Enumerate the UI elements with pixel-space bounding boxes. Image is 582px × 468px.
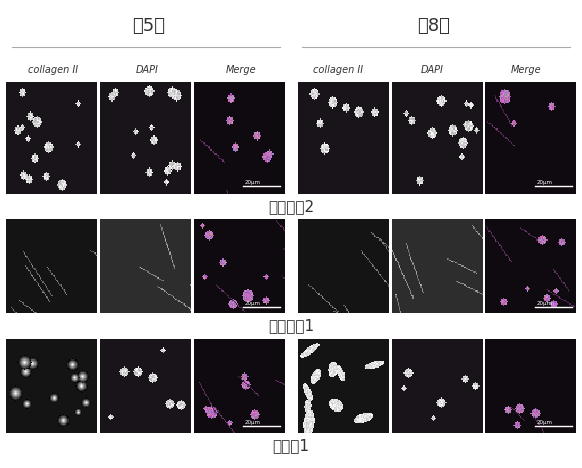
Text: DAPI: DAPI: [420, 65, 443, 74]
Text: 20μm: 20μm: [244, 180, 261, 185]
Text: 第8天: 第8天: [417, 17, 450, 35]
Text: Merge: Merge: [225, 65, 256, 74]
Text: collagen II: collagen II: [313, 65, 363, 74]
Text: 第5天: 第5天: [132, 17, 165, 35]
Text: 对比实例2: 对比实例2: [268, 199, 314, 214]
Text: 20μm: 20μm: [244, 301, 261, 306]
Text: 20μm: 20μm: [537, 420, 552, 425]
Text: DAPI: DAPI: [135, 65, 158, 74]
Text: 对比实例1: 对比实例1: [268, 319, 314, 334]
Text: Merge: Merge: [510, 65, 541, 74]
Text: 20μm: 20μm: [537, 180, 552, 185]
Text: 20μm: 20μm: [537, 301, 552, 306]
Text: collagen II: collagen II: [28, 65, 78, 74]
Text: 实施例1: 实施例1: [272, 439, 310, 453]
Text: 20μm: 20μm: [244, 420, 261, 425]
